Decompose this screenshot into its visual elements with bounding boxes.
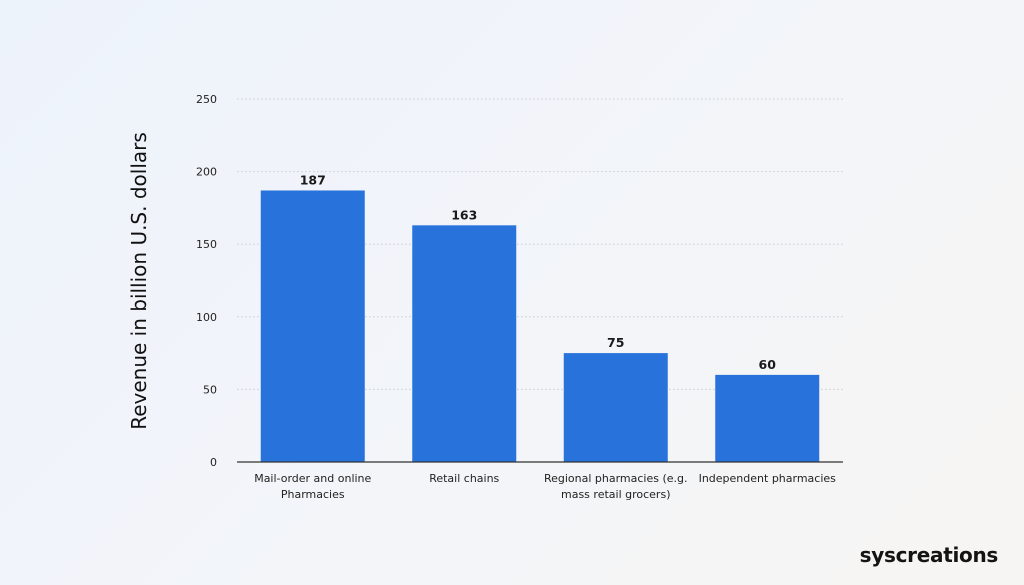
bar-0 — [260, 190, 365, 462]
x-tick-label-2: Regional pharmacies (e.g. mass retail gro… — [544, 472, 688, 501]
y-tick-label-200: 200 — [196, 166, 217, 179]
x-tick-label-0: Mail-order and online Pharmacies — [254, 472, 371, 501]
x-tick-label-3: Independent pharmacies — [699, 472, 837, 485]
x-tick-label-1: Retail chains — [429, 472, 499, 485]
bar-3 — [715, 374, 820, 462]
y-tick-label-150: 150 — [196, 238, 217, 251]
y-tick-label-0: 0 — [210, 456, 217, 469]
y-tick-label-250: 250 — [196, 93, 217, 106]
data-label-3: 60 — [759, 357, 777, 372]
y-tick-label-50: 50 — [203, 383, 217, 396]
y-tick-label-100: 100 — [196, 311, 217, 324]
data-label-0: 187 — [300, 172, 326, 187]
bar-1 — [412, 225, 517, 462]
data-label-2: 75 — [607, 335, 624, 350]
y-axis-title: Revenue in billion U.S. dollars — [127, 132, 151, 430]
brand-logo: syscreations — [859, 543, 999, 567]
bar-2 — [563, 353, 668, 462]
data-label-1: 163 — [451, 207, 477, 222]
